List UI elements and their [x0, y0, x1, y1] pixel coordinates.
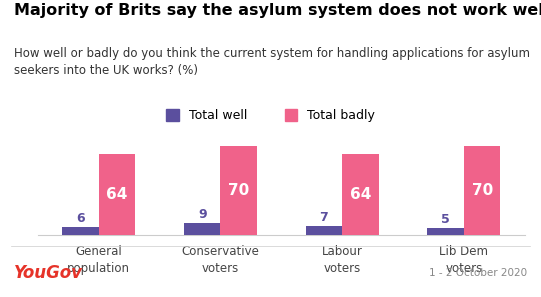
- Text: 64: 64: [106, 187, 128, 202]
- Text: 70: 70: [472, 183, 493, 198]
- Text: 70: 70: [228, 183, 249, 198]
- Text: 64: 64: [349, 187, 371, 202]
- Bar: [342, 154, 379, 235]
- Text: 6: 6: [76, 212, 85, 225]
- Text: 1 - 2 October 2020: 1 - 2 October 2020: [430, 268, 527, 278]
- Text: How well or badly do you think the current system for handling applications for : How well or badly do you think the curre…: [14, 47, 530, 77]
- Text: 5: 5: [441, 214, 450, 226]
- Text: YouGov: YouGov: [14, 264, 83, 282]
- Bar: [306, 226, 342, 235]
- Text: 7: 7: [320, 211, 328, 224]
- Bar: [98, 154, 135, 235]
- Text: 9: 9: [198, 208, 207, 221]
- Text: Majority of Brits say the asylum system does not work well: Majority of Brits say the asylum system …: [14, 3, 541, 18]
- Bar: [427, 228, 464, 235]
- Bar: [221, 146, 257, 235]
- Bar: [464, 146, 500, 235]
- Legend: Total well, Total badly: Total well, Total badly: [166, 109, 375, 122]
- Bar: [62, 227, 98, 235]
- Bar: [184, 223, 221, 235]
